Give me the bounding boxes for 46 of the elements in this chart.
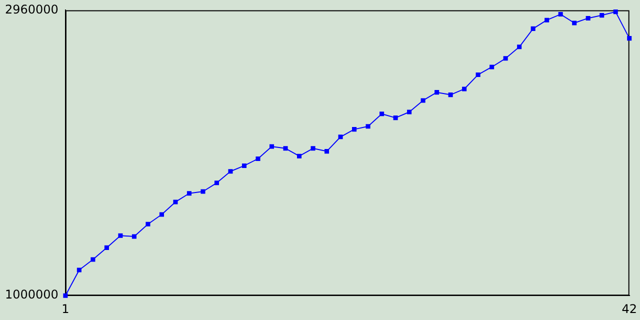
y-tick-label: 2960000 [4,2,58,16]
point [503,56,508,61]
point [490,64,494,70]
point [242,163,247,168]
point [90,257,96,262]
point [256,156,260,161]
point [338,134,343,140]
point [283,146,288,151]
point [269,144,274,149]
point [296,154,302,158]
point [393,116,398,120]
point [63,293,68,298]
point [476,72,480,77]
point [159,212,164,217]
point [517,44,522,50]
point [544,18,550,22]
point [352,127,357,132]
point [586,16,590,20]
point [214,180,220,186]
point [173,200,178,204]
point [104,245,109,250]
point [558,12,563,17]
point [146,222,150,226]
point [434,90,440,95]
point [366,124,370,129]
point [324,149,330,154]
point [600,13,604,18]
point [76,268,82,272]
point [118,233,123,238]
point [380,112,384,116]
point [448,92,453,98]
point [186,191,192,196]
point [462,86,467,92]
point [613,10,618,14]
point [228,169,233,174]
point [420,98,426,103]
point [132,234,136,239]
point [572,20,577,26]
point [310,146,316,151]
y-tick-label: 1000000 [4,288,58,302]
x-tick-label: 42 [622,302,638,316]
point [530,26,536,31]
point [407,110,412,114]
point [200,189,206,194]
x-tick-label: 1 [62,302,70,316]
point [627,36,632,41]
